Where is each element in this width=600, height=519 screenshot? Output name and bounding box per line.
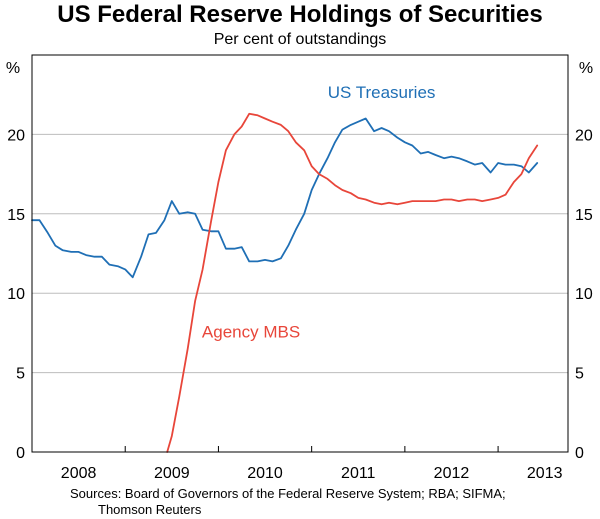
y-tick-label-right-0: 0	[575, 445, 584, 462]
y-axis-unit-right: %	[579, 60, 593, 77]
series-line-us-treasuries	[31, 117, 539, 279]
y-tick-label-left-15: 15	[7, 207, 25, 224]
x-tick-label-2012: 2012	[434, 465, 470, 482]
y-tick-label-right-5: 5	[575, 366, 584, 383]
y-tick-label-right-10: 10	[575, 286, 593, 303]
chart-title: US Federal Reserve Holdings of Securitie…	[57, 1, 543, 28]
y-axis-unit-left: %	[6, 60, 20, 77]
plot-frame	[31, 54, 569, 453]
x-tick-label-2010: 2010	[247, 465, 283, 482]
x-tick-label-2011: 2011	[341, 465, 376, 482]
chart-subtitle: Per cent of outstandings	[213, 31, 387, 48]
series-label-us-treasuries: US Treasuries	[328, 83, 436, 102]
source-line-2: Thomson Reuters	[98, 502, 202, 517]
x-tick-label-2008: 2008	[61, 465, 97, 482]
ticks: 0 0 5 5 10 10 15 15 20 20 2008 2009 2010 2011 2012 2013	[7, 127, 593, 482]
y-tick-label-right-15: 15	[575, 207, 593, 224]
series-label-agency-mbs: Agency MBS	[202, 323, 300, 342]
x-tick-label-2013: 2013	[527, 465, 563, 482]
source-line-1: Sources: Board of Governors of the Feder…	[70, 486, 506, 501]
y-tick-label-left-20: 20	[7, 127, 25, 144]
x-tick-label-2009: 2009	[154, 465, 190, 482]
series-layer: US Treasuries Agency MBS	[31, 83, 539, 453]
y-tick-label-right-20: 20	[575, 127, 593, 144]
gridlines	[32, 133, 568, 374]
y-tick-label-left-5: 5	[16, 366, 25, 383]
source-note: Sources: Board of Governors of the Feder…	[70, 486, 590, 518]
series-line-agency-mbs	[166, 112, 539, 453]
y-tick-label-left-0: 0	[16, 445, 25, 462]
y-tick-label-left-10: 10	[7, 286, 25, 303]
